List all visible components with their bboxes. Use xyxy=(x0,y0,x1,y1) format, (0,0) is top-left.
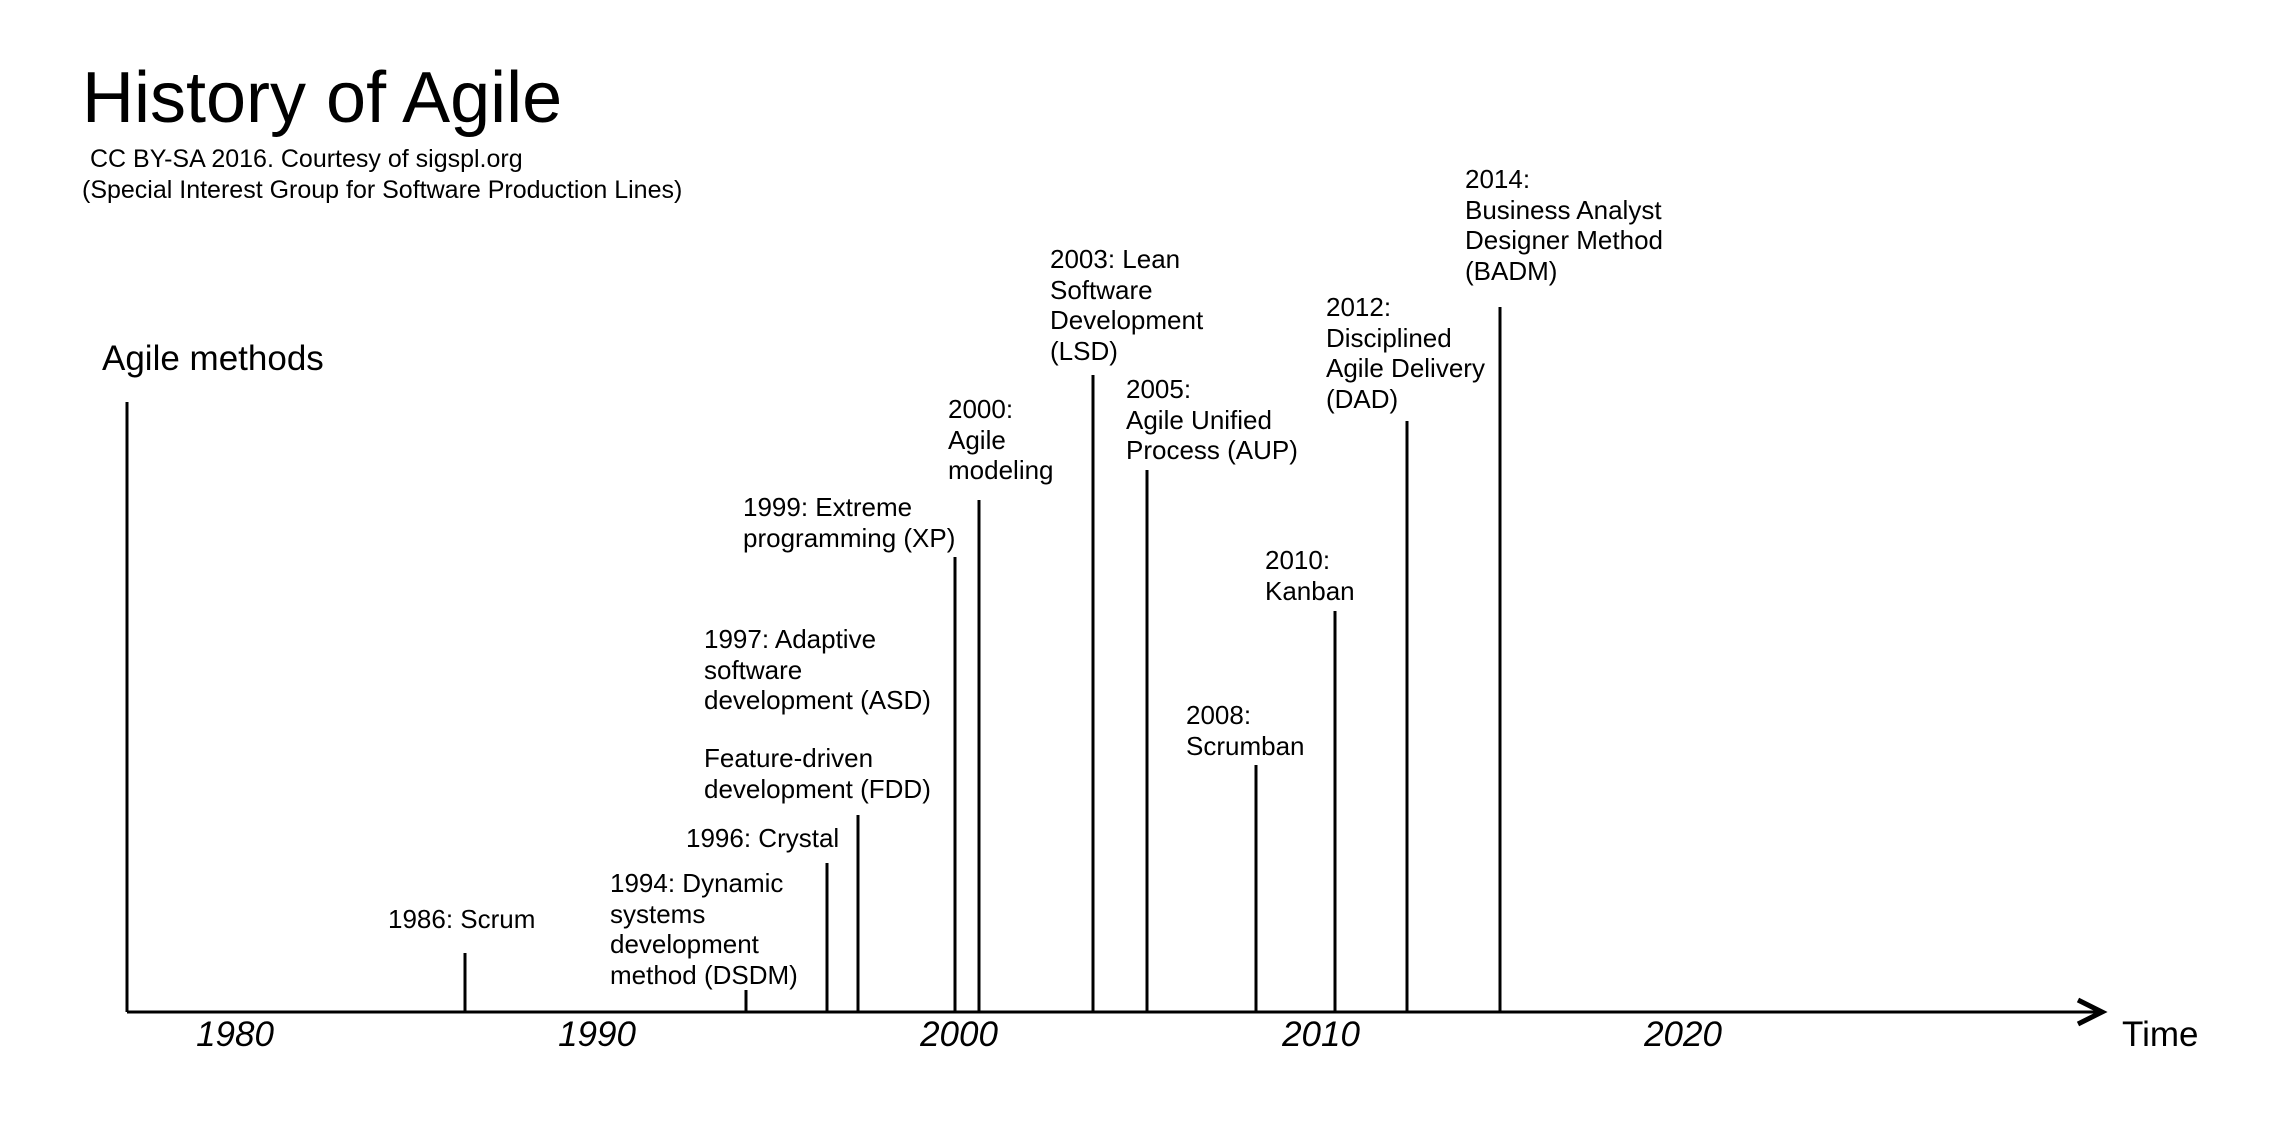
event-label: 2008: Scrumban xyxy=(1186,700,1305,761)
credit-line: CC BY-SA 2016. Courtesy of sigspl.org xyxy=(90,145,523,173)
event-label: 1996: Crystal xyxy=(686,823,840,853)
x-tick-label: 2020 xyxy=(1644,1015,1722,1054)
x-axis-arrowhead xyxy=(2076,997,2108,1027)
credit-org-line: (Special Interest Group for Software Pro… xyxy=(82,176,683,204)
x-tick-label: 1990 xyxy=(558,1015,636,1054)
y-axis-label: Agile methods xyxy=(102,339,324,378)
event-label: 2005: Agile Unified Process (AUP) xyxy=(1126,374,1298,465)
x-tick-label: 2010 xyxy=(1282,1015,1360,1054)
x-tick-label: 2000 xyxy=(920,1015,998,1054)
event-label: 2003: Lean Software Development (LSD) xyxy=(1050,244,1204,366)
x-tick-label: 1980 xyxy=(196,1015,274,1054)
event-label: Feature-driven development (FDD) xyxy=(704,743,931,804)
event-label: 1999: Extreme programming (XP) xyxy=(743,492,956,553)
event-label: 1994: Dynamic systems development method… xyxy=(610,868,798,990)
event-label: 2012: Disciplined Agile Delivery (DAD) xyxy=(1326,292,1485,414)
event-label: 2000: Agile modeling xyxy=(948,394,1054,485)
event-label: 1986: Scrum xyxy=(388,904,536,934)
diagram-title: History of Agile xyxy=(82,58,563,138)
event-label: 2010: Kanban xyxy=(1265,545,1355,606)
x-axis-label: Time xyxy=(2122,1015,2199,1054)
event-label: 2014: Business Analyst Designer Method (… xyxy=(1465,164,1663,286)
event-label: 1997: Adaptive software development (ASD… xyxy=(704,624,931,715)
